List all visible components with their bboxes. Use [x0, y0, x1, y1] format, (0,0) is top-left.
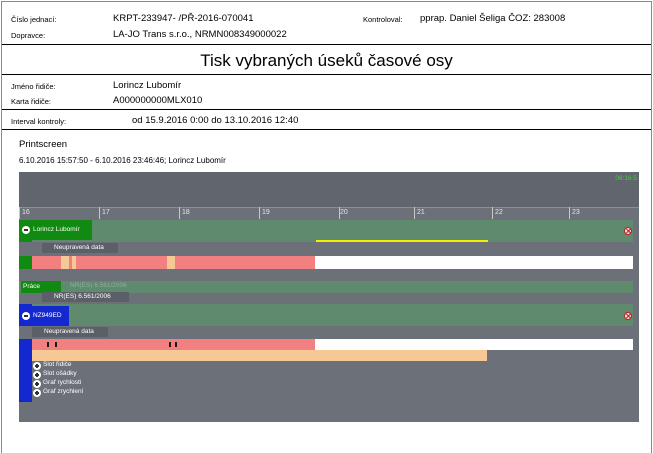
- hour-label: 18: [182, 209, 190, 216]
- close-icon[interactable]: [624, 227, 632, 235]
- hour-label: 23: [572, 209, 580, 216]
- activity-bar-peach: [32, 350, 487, 361]
- toggle-speed-graph[interactable]: Graf rychlosti: [43, 379, 82, 386]
- printscreen-subtitle: 6.10.2016 15:57:50 - 6.10.2016 23:46:46;…: [19, 156, 226, 165]
- expand-icon[interactable]: [33, 389, 41, 397]
- hour-label: 19: [262, 209, 270, 216]
- printscreen-title: Printscreen: [19, 139, 68, 150]
- hour-label: 16: [22, 209, 30, 216]
- activity-bar-peach: [61, 256, 69, 269]
- expand-icon[interactable]: [33, 362, 41, 370]
- dopravce-label: Dopravce:: [11, 31, 46, 40]
- interval-value: od 15.9.2016 0:00 do 13.10.2016 12:40: [132, 115, 299, 126]
- driver-band: [19, 220, 633, 242]
- vehicle-band: [19, 304, 633, 326]
- interval-label: Interval kontroly:: [11, 117, 67, 126]
- activity-bar-salmon: [32, 339, 315, 350]
- activity-bar-peach: [72, 256, 76, 269]
- page-title: Tisk vybraných úseků časové osy: [200, 51, 453, 70]
- timeline-top-area: [19, 172, 639, 207]
- collapse-driver-icon[interactable]: [22, 226, 30, 234]
- dopravce-value: LA-JO Trans s.r.o., NRMN008349000022: [113, 29, 287, 40]
- divider: [2, 44, 651, 45]
- yellow-marker: [316, 240, 488, 243]
- regulation-ghost-label: NR(ES) 6.561/2006: [70, 282, 127, 289]
- driver-card-value: A000000000MLX010: [113, 95, 203, 106]
- activity-bar-peach: [167, 256, 175, 269]
- timeline-view[interactable]: 06:16:5 16 17 18 19 20 21 22 23 Lorincz …: [19, 172, 639, 422]
- work-band: [19, 281, 633, 293]
- hour-label: 20: [340, 209, 348, 216]
- vehicle-row-name[interactable]: NZ949ED: [19, 306, 69, 326]
- hour-label: 17: [102, 209, 110, 216]
- cislo-jednaci-label: Číslo jednací:: [11, 15, 57, 24]
- toggle-slot-crew[interactable]: Slot ošádky: [43, 370, 77, 377]
- driver-card-label: Karta řidiče:: [11, 97, 52, 106]
- collapse-vehicle-icon[interactable]: [22, 312, 30, 320]
- toggle-slot-driver[interactable]: Slot řidiče: [43, 361, 72, 368]
- cislo-jednaci-value: KRPT-233947- /PŘ-2016-070041: [113, 13, 254, 24]
- close-icon[interactable]: [624, 312, 632, 320]
- hour-label: 21: [417, 209, 425, 216]
- expand-icon[interactable]: [33, 371, 41, 379]
- divider: [2, 74, 651, 75]
- hour-label: 22: [495, 209, 503, 216]
- regulation-label: NR(ES) 6.561/2006: [42, 292, 129, 302]
- activity-bar-empty: [315, 339, 633, 350]
- driver-row-name[interactable]: Lorincz Lubomír: [19, 220, 92, 240]
- activity-bar-empty: [315, 256, 633, 269]
- divider: [2, 109, 651, 110]
- driver-name-label: Jméno řidiče:: [11, 82, 56, 91]
- kontroloval-value: pprap. Daniel Šeliga ČOZ: 283008: [420, 13, 566, 24]
- divider: [2, 129, 651, 130]
- kontroloval-label: Kontroloval:: [363, 15, 403, 24]
- expand-icon[interactable]: [33, 380, 41, 388]
- time-axis: [19, 207, 639, 219]
- timeline-clock: 06:16:5: [615, 175, 637, 182]
- vehicle-unedited-label: Neupravená data: [32, 327, 108, 337]
- toggle-acceleration-graph[interactable]: Graf zrychlení: [43, 388, 84, 395]
- work-label: Práce: [21, 281, 61, 293]
- driver-name-value: Lorincz Lubomír: [113, 80, 182, 91]
- driver-unedited-label: Neupravená data: [42, 243, 118, 253]
